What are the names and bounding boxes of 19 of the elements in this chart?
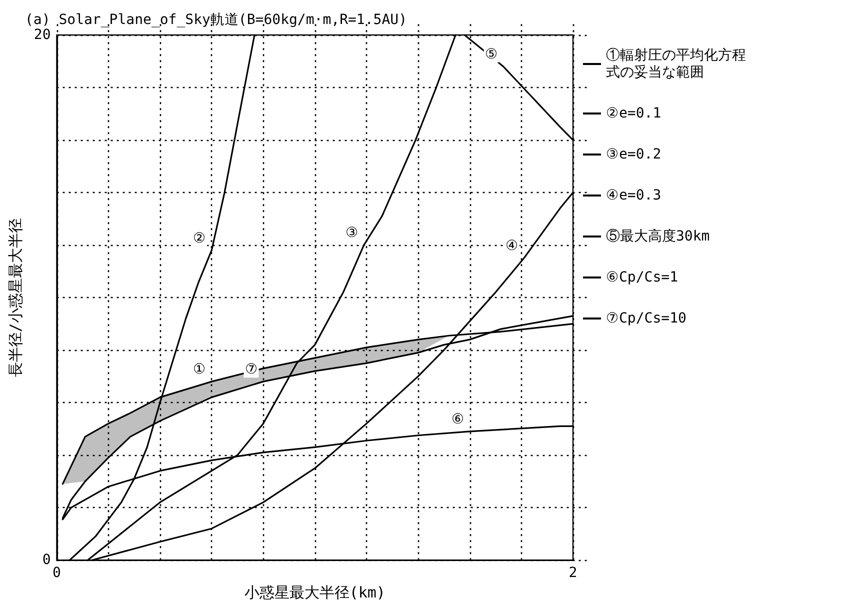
annotation: ③	[345, 225, 358, 242]
chart-title: (a) Solar_Plane_of_Sky軌道(B=60kg/m·m,R=1.5AU)	[25, 12, 408, 28]
annotation: ④	[505, 238, 518, 254]
legend-label: ④e=0.3	[606, 188, 662, 204]
legend-label: ①輻射圧の平均化方程式の妥当な範囲	[606, 48, 746, 80]
legend-label: ③e=0.2	[606, 146, 662, 162]
annotation: ⑤	[484, 46, 498, 63]
y-tick-label: 20	[34, 27, 51, 43]
annotation: ②	[193, 230, 206, 246]
x-tick-label: 2	[568, 565, 578, 582]
legend-label: ②e=0.1	[606, 106, 662, 122]
x-axis-title: 小惑星最大半径(km)	[244, 584, 386, 602]
annotation: ⑦	[244, 362, 258, 378]
legend-label: ⑤最大高度30km	[606, 228, 710, 244]
annotation: ⑥	[451, 411, 464, 428]
annotation: ①	[193, 362, 206, 378]
legend-label: ⑦Cp/Cs=10	[606, 310, 686, 326]
legend-label: ⑥Cp/Cs=1	[606, 270, 678, 286]
y-axis-title: 長半径/小惑星最大半径	[6, 218, 24, 378]
